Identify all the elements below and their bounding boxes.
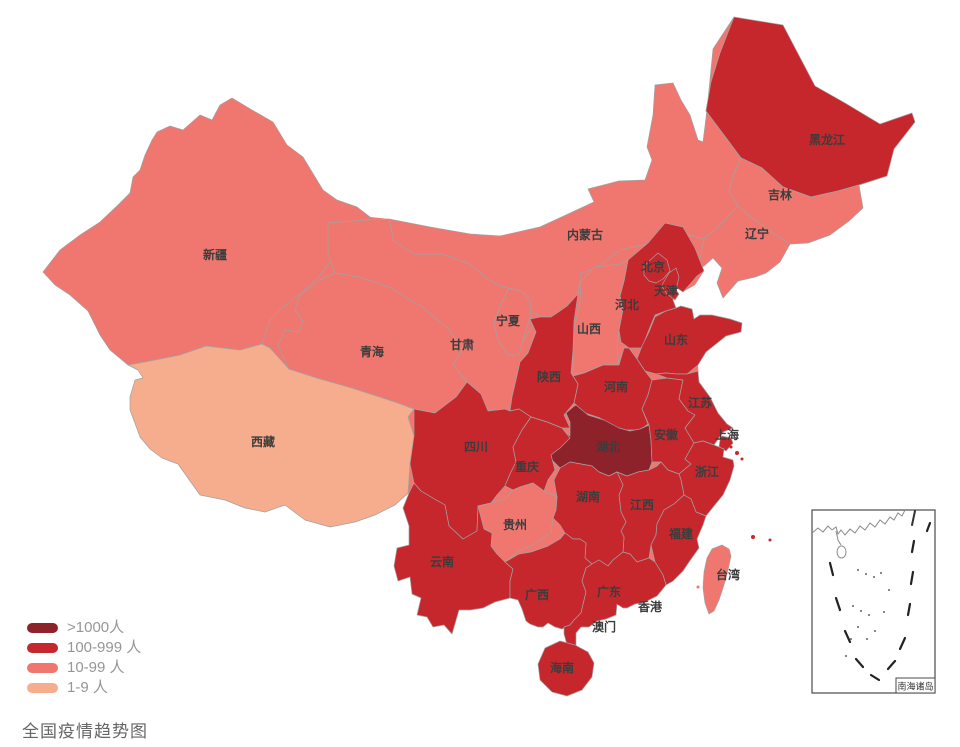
inset-taiwan-island [911,510,916,526]
legend-swatch-1-9 [27,683,58,693]
legend-swatch-gt1000 [27,623,58,633]
inset-islets [845,569,890,657]
province-label-anhui: 安徽 [654,427,679,442]
province-taiwan[interactable] [702,544,732,615]
inset-leizhou-peninsula [835,530,842,546]
province-jilin[interactable] [728,157,864,245]
province-shaanxi[interactable] [509,293,579,429]
province-label-yunnan: 云南 [430,554,454,569]
province-label-tianjin: 天津 [654,283,678,298]
legend-swatch-100-999 [27,643,58,653]
legend-item-1-9: 1-9 人 [27,679,141,696]
province-label-shandong: 山东 [664,332,688,347]
inset-nine-dash-line [828,521,932,682]
province-label-beijing: 北京 [641,259,665,274]
province-beijing[interactable] [643,252,671,284]
province-xizang[interactable] [127,343,415,528]
province-label-xizang: 西藏 [251,434,275,449]
province-shanghai[interactable] [718,435,734,452]
south-china-sea-inset: 南海诸岛 [811,509,936,694]
province-label-taiwan: 台湾 [716,567,740,582]
province-label-xinjiang: 新疆 [203,247,227,262]
province-label-shanghai: 上海 [715,427,739,442]
province-label-fujian: 福建 [668,526,694,541]
legend-item-100-999: 100-999 人 [27,639,142,656]
legend-label-1-9: 1-9 人 [67,679,108,696]
inset-hainan-island [836,545,847,559]
province-label-zhejiang: 浙江 [695,464,719,479]
province-label-heilongjiang: 黑龙江 [809,132,845,147]
province-label-guangdong: 广东 [597,584,621,599]
province-label-gansu: 甘肃 [450,337,474,352]
small-island-3 [751,535,755,539]
province-label-jiangxi: 江西 [630,497,654,512]
small-island-1 [735,451,739,455]
small-island-2 [740,457,744,461]
province-label-hongkong: 香港 [637,599,663,614]
province-label-hubei: 湖北 [596,439,620,454]
inset-label-box [895,677,936,694]
province-label-liaoning: 辽宁 [745,226,769,241]
page-title: 全国疫情趋势图 [22,722,148,741]
province-label-hainan: 海南 [550,660,574,675]
legend-label-10-99: 10-99 人 [67,659,125,676]
province-label-guizhou: 贵州 [503,517,527,532]
province-label-henan: 河南 [603,379,628,394]
province-label-hebei: 河北 [614,297,639,312]
province-label-neimenggu: 内蒙古 [567,227,603,242]
province-label-jilin: 吉林 [768,187,792,202]
province-label-shanxi: 山西 [577,321,601,336]
province-label-chongqing: 重庆 [515,459,539,474]
province-label-guangxi: 广西 [525,587,549,602]
inset-label: 南海诸岛 [897,681,933,692]
province-label-jiangsu: 江苏 [688,395,712,410]
province-chongqing[interactable] [504,416,571,492]
legend-swatch-10-99 [27,663,58,673]
province-label-shaanxi: 陕西 [537,369,561,384]
map-legend: >1000人 100-999 人 10-99 人 1-9 人 [27,619,142,696]
legend-item-gt1000: >1000人 [27,619,141,636]
inset-frame [811,509,936,694]
small-island-5 [696,585,700,589]
legend-label-gt1000: >1000人 [67,619,125,636]
province-label-ningxia: 宁夏 [496,313,521,328]
small-island-4 [768,538,772,542]
province-label-sichuan: 四川 [464,440,488,454]
province-guangdong[interactable] [563,551,667,653]
province-liaoning[interactable] [696,205,791,299]
small-island-7 [609,612,613,616]
province-label-hunan: 湖南 [576,489,600,504]
province-hainan[interactable] [537,640,595,697]
province-ningxia[interactable] [493,287,532,356]
province-yunnan[interactable] [393,482,514,635]
province-label-macau: 澳门 [592,619,616,634]
legend-item-10-99: 10-99 人 [27,659,141,676]
inset-coastline [811,509,906,536]
legend-label-100-999: 100-999 人 [67,639,142,656]
province-jiangsu[interactable] [655,370,734,446]
small-island-6 [617,601,621,605]
small-island-0 [729,445,733,449]
province-tianjin[interactable] [661,267,680,301]
province-label-qinghai: 青海 [360,344,384,359]
